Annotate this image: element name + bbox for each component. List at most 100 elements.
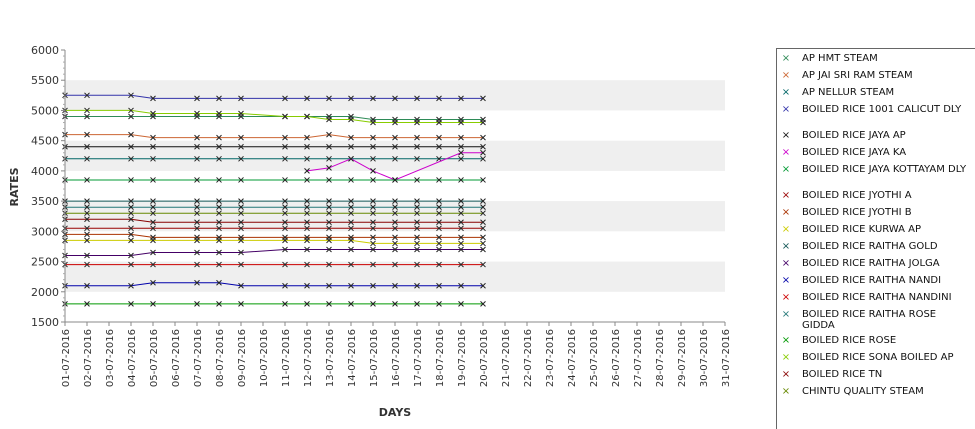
legend-label: BOILED RICE RAITHA GOLD [802, 241, 938, 252]
data-point [128, 282, 134, 289]
data-point [326, 282, 332, 289]
legend-label: BOILED RICE JYOTHI B [802, 207, 912, 218]
data-point [348, 177, 354, 183]
y-axis-label: RATES [8, 167, 21, 206]
data-point [216, 301, 222, 307]
grid-bands [65, 80, 725, 292]
data-point [370, 246, 376, 253]
data-point [370, 261, 376, 268]
data-point [282, 210, 288, 217]
data-point [480, 95, 486, 102]
series [62, 204, 486, 211]
legend-label: BOILED RICE JAYA AP [802, 130, 906, 141]
data-point [326, 155, 332, 162]
data-point [84, 131, 90, 138]
series-line [65, 134, 483, 139]
x-tick-label: 15-07-2016 [369, 329, 380, 387]
x-tick-label: 05-07-2016 [149, 329, 160, 387]
data-point [458, 210, 464, 217]
data-point [282, 237, 288, 244]
data-point [458, 246, 464, 253]
data-point [128, 177, 134, 183]
legend-marker-icon: × [781, 309, 791, 320]
data-point [392, 119, 398, 126]
data-point [326, 246, 332, 253]
data-point [458, 95, 464, 102]
data-point [128, 204, 134, 211]
data-point [458, 119, 464, 126]
legend-marker-icon: × [781, 104, 791, 115]
data-point [348, 261, 354, 268]
data-point [150, 301, 156, 307]
series [62, 107, 486, 126]
data-point [216, 249, 222, 256]
data-point [238, 95, 244, 102]
data-point [282, 143, 288, 150]
data-point [458, 240, 464, 247]
legend-marker-icon: × [781, 207, 791, 218]
data-point [128, 210, 134, 217]
data-point [414, 198, 420, 204]
series-line [65, 239, 483, 244]
data-point [84, 155, 90, 162]
data-point [480, 301, 486, 307]
legend-label: BOILED RICE 1001 CALICUT DLY [802, 104, 962, 115]
data-point [392, 210, 398, 217]
x-tick-label: 06-07-2016 [171, 329, 182, 387]
x-tick-label: 02-07-2016 [83, 329, 94, 387]
y-tick-label: 3000 [31, 225, 59, 238]
data-point [304, 246, 310, 253]
data-point [392, 234, 398, 241]
data-point [128, 107, 134, 114]
data-point [282, 177, 288, 183]
data-point [392, 225, 398, 232]
data-point [480, 210, 486, 217]
data-point [326, 116, 332, 123]
data-point [304, 134, 310, 141]
series [62, 177, 486, 183]
data-point [436, 234, 442, 241]
data-point [370, 155, 376, 162]
data-point [150, 279, 156, 286]
data-point [128, 198, 134, 204]
data-point [370, 134, 376, 141]
data-point [128, 301, 134, 307]
x-tick-label: 18-07-2016 [435, 329, 446, 387]
data-point [414, 301, 420, 307]
data-point [238, 198, 244, 204]
legend-label: BOILED RICE RAITHA NANDINI [802, 292, 952, 303]
y-tick-label: 2000 [31, 286, 59, 299]
y-tick-label: 1500 [31, 316, 59, 329]
series [62, 92, 486, 102]
data-point [392, 143, 398, 150]
series-line [65, 116, 483, 120]
legend-marker-icon: × [781, 70, 791, 81]
data-point [326, 219, 332, 226]
data-point [392, 134, 398, 141]
data-point [348, 219, 354, 226]
x-tick-label: 23-07-2016 [545, 329, 556, 387]
data-point [458, 155, 464, 162]
legend-label: CHINTU QUALITY STEAM [802, 386, 924, 397]
data-point [194, 210, 200, 217]
data-point [348, 282, 354, 289]
data-point [326, 177, 332, 183]
data-point [458, 149, 464, 156]
data-point [414, 143, 420, 150]
data-point [128, 92, 134, 99]
data-point [304, 113, 310, 120]
grid-band [65, 201, 725, 232]
y-tick-label: 4500 [31, 135, 59, 148]
data-point [370, 240, 376, 247]
data-point [194, 143, 200, 150]
data-point [458, 177, 464, 183]
data-point [216, 219, 222, 226]
x-tick-label: 14-07-2016 [347, 329, 358, 387]
legend: × AP HMT STEAM × AP JAI SRI RAM STEAM × AP NE… [776, 48, 975, 429]
x-tick-label: 09-07-2016 [237, 329, 248, 387]
data-point [326, 165, 332, 171]
data-point [392, 155, 398, 162]
data-point [392, 246, 398, 253]
series [62, 216, 486, 226]
